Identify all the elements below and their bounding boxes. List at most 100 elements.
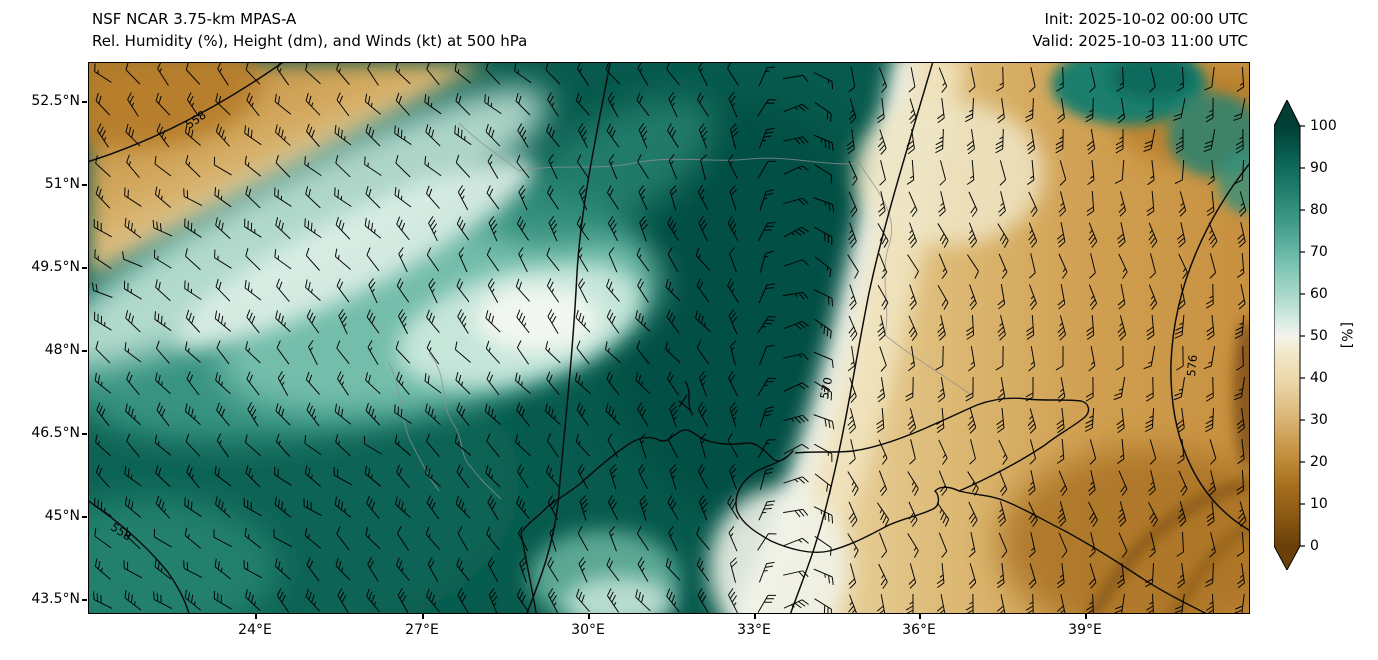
wind-barb [783,103,809,113]
wind-barb [334,496,352,518]
wind-barb [1025,376,1034,402]
wind-barb [124,589,142,611]
wind-barb [727,278,739,303]
wind-barb [395,92,411,116]
wind-barb [937,223,949,248]
wind-barb [669,402,679,428]
wind-barb [124,187,142,207]
wind-barb [428,216,438,242]
wind-barb [1057,594,1066,613]
wind-barb [696,340,710,365]
wind-barb [666,63,680,86]
wind-barb [637,278,649,303]
wind-barb [783,537,809,547]
wind-barb [274,187,292,207]
wind-barb [998,532,1008,558]
wind-barb [516,154,530,179]
wind-barb [1236,408,1245,434]
wind-barb [968,222,978,248]
wind-barb [728,154,738,180]
wind-barb [937,285,949,310]
wind-barb [967,408,977,434]
wind-barb [245,434,261,456]
wind-barb [1115,128,1124,154]
y-axis-tick-label: 45°N [44,508,80,524]
wind-barb [276,340,290,365]
wind-barb [1177,501,1187,527]
wind-barb [758,283,776,304]
y-axis-tick [82,516,87,518]
wind-barb [999,160,1007,186]
wind-barb [996,66,1004,92]
wind-barb [878,439,888,465]
wind-barb [783,414,809,424]
wind-barb [215,372,231,395]
wind-barb [576,154,590,179]
x-axis-tick-label: 30°E [571,622,605,638]
wind-barb [1057,98,1065,124]
wind-barb [545,63,561,85]
wind-barb [365,372,381,395]
wind-barb [125,124,141,147]
wind-barb [606,588,619,613]
wind-barb [759,250,774,273]
wind-barb [968,501,978,527]
wind-barb [97,123,109,148]
wind-barb [968,532,976,558]
wind-barb [1118,532,1128,558]
wind-barb [426,185,440,209]
wind-barb [1085,97,1094,123]
wind-barb [1175,128,1184,154]
wind-barb [213,156,232,176]
wind-barb [185,155,201,178]
wind-barb [1029,284,1037,310]
x-axis-tick [588,614,590,619]
wind-barb [334,248,351,270]
wind-barb [183,560,203,578]
wind-barb [1059,160,1067,186]
wind-barb [783,74,809,82]
wind-barb [516,495,530,520]
wind-barb [1058,191,1066,217]
wind-barb [695,247,711,271]
wind-barb [366,309,380,334]
wind-barb [1145,97,1154,123]
wind-barb [1088,222,1098,248]
wind-barb [909,439,916,465]
wind-barb [517,464,529,489]
wind-barb [906,159,915,185]
wind-barb [667,495,679,520]
wind-barb [1027,470,1036,496]
x-axis-tick-label: 33°E [737,622,771,638]
wind-barb [215,278,231,302]
wind-barb [877,223,889,248]
wind-barb [333,467,352,486]
wind-barb [548,154,558,180]
wind-barb [396,557,410,581]
wind-barb [485,123,501,147]
wind-barb [426,309,440,333]
wind-barb [91,282,113,298]
wind-barb [996,563,1005,589]
wind-barb [1206,376,1214,402]
wind-barb [185,248,201,271]
wind-barb [364,217,382,239]
y-axis-tick-label: 49.5°N [31,259,80,275]
wind-barb [1237,222,1246,248]
wind-barb [996,407,1005,434]
wind-barb [1206,501,1215,527]
wind-barb [517,526,529,552]
wind-barb [908,315,918,341]
wind-barb [936,594,946,613]
wind-barb [125,63,141,85]
wind-barb [758,66,776,87]
wind-barb [997,223,1009,248]
wind-barb [1117,563,1125,589]
wind-barb [907,533,919,558]
colorbar-tick-label: 20 [1310,454,1328,470]
wind-barb [549,526,557,552]
wind-barb [965,97,975,123]
wind-barb [1173,377,1186,401]
wind-barb [1087,160,1095,186]
wind-barb [1088,284,1098,310]
